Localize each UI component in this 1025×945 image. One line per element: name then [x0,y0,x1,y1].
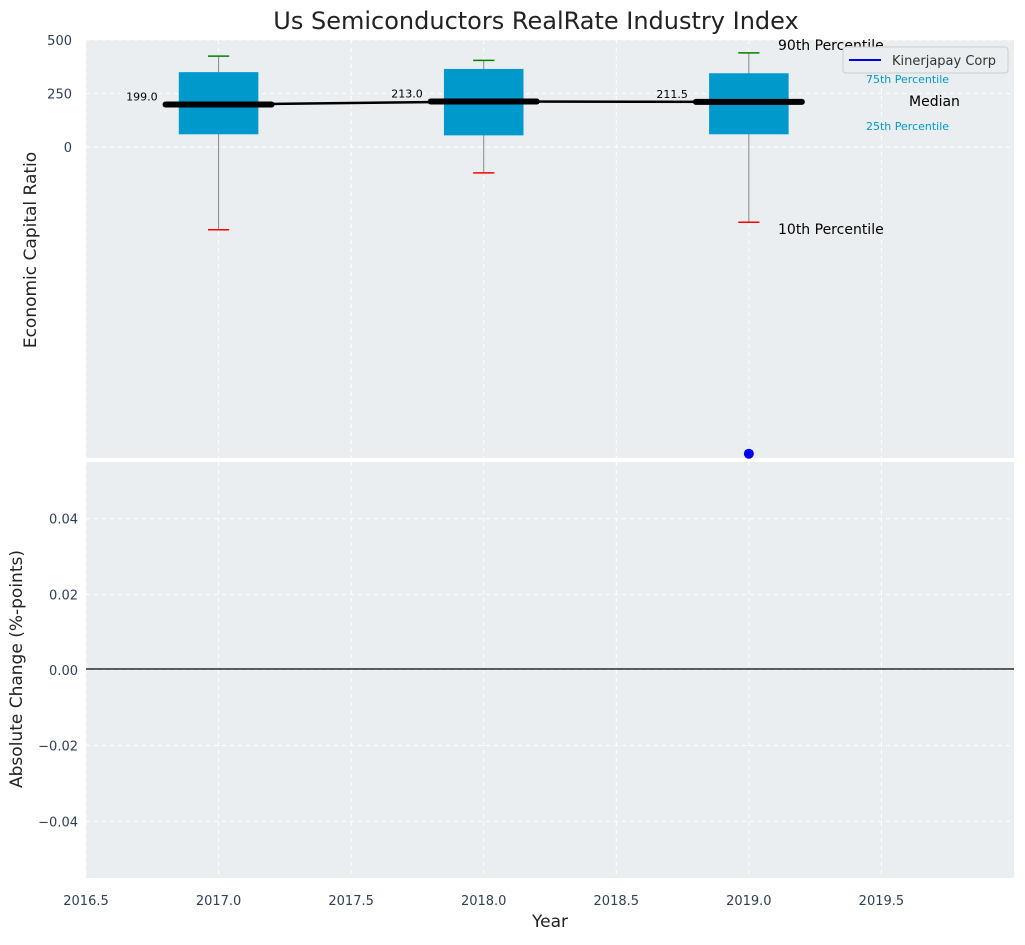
annotation-10th: 10th Percentile [778,222,884,238]
x-tick-label: 2018.0 [461,894,507,909]
top-ylabel: Economic Capital Ratio [21,152,41,348]
x-tick-label: 2018.5 [594,894,640,909]
x-tick-label: 2019.0 [726,894,772,909]
legend-label: Kinerjapay Corp [892,54,996,69]
y-tick-label: −0.04 [38,815,78,830]
percentile-annotations: 90th Percentile 75th Percentile Median 2… [778,38,960,238]
y-tick-label: −0.02 [38,740,78,755]
x-axis-label: Year [531,912,568,932]
annotation-25th: 25th Percentile [866,120,949,133]
annotation-median: Median [909,94,960,110]
y-tick-label: 0.00 [49,664,78,679]
bottom-yticks: 0.04 0.02 0.00 −0.02 −0.04 [38,513,78,831]
y-tick-label: 0 [64,141,72,156]
company-point [743,448,754,459]
y-tick-label: 0.02 [49,588,78,603]
x-tick-label: 2019.5 [859,894,905,909]
median-value-label: 199.0 [126,91,158,104]
median-value-label: 211.5 [656,88,688,101]
median-trend [218,100,749,106]
x-tick-label: 2017.5 [328,894,374,909]
top-panel: 0 250 500 199.0 213.0 211.5 90th Percentile … [47,34,1014,459]
median-trend-line [218,100,749,106]
median-value-label: 213.0 [391,88,423,101]
y-tick-label: 500 [47,34,72,49]
y-tick-label: 250 [47,88,72,103]
annotation-75th: 75th Percentile [866,73,949,86]
bottom-grid [85,462,1014,878]
legend: Kinerjapay Corp [842,46,1009,74]
bottom-ylabel: Absolute Change (%-points) [7,550,27,788]
chart-title: Us Semiconductors RealRate Industry Inde… [273,7,798,35]
company-series [743,448,754,459]
legend-box [842,46,1009,74]
x-ticks: 2016.5 2017.0 2017.5 2018.0 2018.5 2019.0 2019… [63,894,904,909]
bottom-panel: 0.04 0.02 0.00 −0.02 −0.04 [38,462,1014,878]
x-tick-label: 2017.0 [196,894,242,909]
top-yticks: 0 250 500 [47,34,72,156]
x-tick-label: 2016.5 [63,894,109,909]
y-tick-label: 0.04 [49,513,78,528]
